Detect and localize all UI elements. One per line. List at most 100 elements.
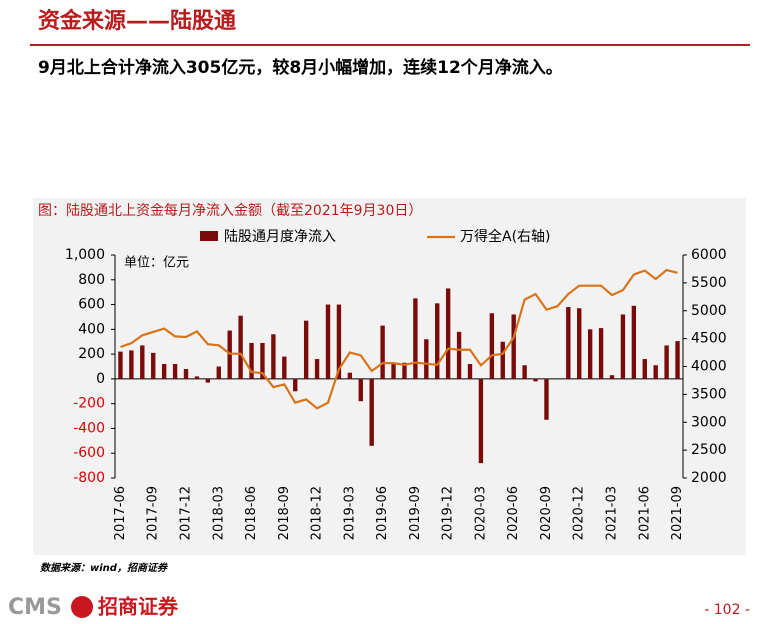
bar xyxy=(303,320,309,379)
y2-tick-label: 6000 xyxy=(691,247,727,263)
y2-tick-label: 3500 xyxy=(691,386,727,402)
y2-tick-label: 5500 xyxy=(691,275,727,291)
bar xyxy=(653,365,658,379)
y2-tick-label: 4500 xyxy=(691,331,727,347)
bar xyxy=(500,341,505,379)
x-tick-label: 2018-09 xyxy=(277,486,292,540)
y2-tick-label: 2000 xyxy=(691,470,727,486)
x-tick-label: 2018-12 xyxy=(310,486,325,540)
bar xyxy=(631,305,637,379)
bar xyxy=(216,366,221,379)
legend-label: 陆股通月度净流入 xyxy=(224,229,336,245)
bar xyxy=(435,303,440,379)
bar xyxy=(609,375,615,379)
bar xyxy=(566,307,571,379)
source: 数据来源：wind，招商证券 xyxy=(40,562,168,574)
x-tick-label: 2019-09 xyxy=(408,486,423,540)
x-tick-label: 2021-03 xyxy=(605,486,620,540)
bar xyxy=(151,352,156,379)
y2-tick-label: 4000 xyxy=(691,359,727,375)
line xyxy=(120,268,678,410)
y-tick-label: -400 xyxy=(73,420,105,436)
page-number: - 102 - xyxy=(704,602,750,618)
slide-title: 资金来源——陆股通 xyxy=(38,8,236,34)
bar xyxy=(325,304,331,379)
x-tick-label: 2019-03 xyxy=(342,486,357,540)
bar xyxy=(456,331,462,379)
bar xyxy=(620,314,626,379)
bar xyxy=(478,378,484,464)
bar xyxy=(260,342,265,379)
x-tick-label: 2017-09 xyxy=(146,486,161,540)
bar xyxy=(380,325,385,379)
bar xyxy=(587,329,593,379)
y-tick-label: 200 xyxy=(78,346,105,362)
bar xyxy=(522,365,527,379)
y-tick-label: 400 xyxy=(78,321,105,337)
y-tick-label: 0 xyxy=(96,371,105,387)
bar xyxy=(544,378,549,420)
bar xyxy=(118,351,123,379)
y-tick-label: -200 xyxy=(73,396,105,412)
bar xyxy=(140,345,145,379)
x-tick-label: 2019-12 xyxy=(441,486,456,540)
bar xyxy=(391,364,396,379)
bar xyxy=(205,378,211,383)
legend-swatch xyxy=(200,231,218,241)
x-tick-label: 2018-06 xyxy=(244,486,259,540)
bar xyxy=(369,378,374,446)
bar xyxy=(413,298,418,379)
bar xyxy=(511,314,516,379)
bar xyxy=(489,313,495,379)
bar xyxy=(249,342,254,379)
y-tick-label: 800 xyxy=(78,272,105,288)
x-tick-label: 2021-09 xyxy=(670,486,685,540)
x-tick-label: 2020-06 xyxy=(506,486,521,540)
bar xyxy=(314,359,320,379)
bar xyxy=(293,378,298,392)
y-tick-label: 600 xyxy=(78,297,105,313)
y-tick-label: -600 xyxy=(73,445,105,461)
x-tick-label: 2020-12 xyxy=(572,486,587,540)
bar xyxy=(533,378,538,382)
x-tick-label: 2017-12 xyxy=(179,486,194,540)
bar xyxy=(664,345,669,379)
unit-note: 单位：亿元 xyxy=(124,256,189,271)
bar xyxy=(194,376,200,379)
chart-title: 图：陆股通北上资金每月净流入金额（截至2021年9月30日） xyxy=(38,203,422,219)
legend-label: 万得全A(右轴) xyxy=(460,228,551,245)
subtitle: 9月北上合计净流入305亿元，较8月小幅增加，连续12个月净流入。 xyxy=(38,57,563,78)
bar xyxy=(445,288,451,379)
bar xyxy=(282,356,287,379)
bar xyxy=(598,328,604,379)
y2-tick-label: 3000 xyxy=(691,414,727,430)
x-tick-label: 2019-06 xyxy=(375,486,390,540)
bar xyxy=(336,304,342,379)
y-tick-label: -800 xyxy=(73,470,105,486)
bar xyxy=(358,378,363,402)
bar xyxy=(129,350,134,379)
x-tick-label: 2017-06 xyxy=(113,486,128,540)
x-tick-label: 2020-03 xyxy=(473,486,488,540)
company: 招商证券 xyxy=(98,595,179,619)
bar xyxy=(172,364,178,379)
bar xyxy=(424,339,429,379)
bar xyxy=(577,308,582,379)
bar xyxy=(467,364,473,379)
y2-tick-label: 5000 xyxy=(691,303,727,319)
bar xyxy=(161,364,167,379)
bar xyxy=(183,368,189,379)
bar xyxy=(271,334,276,379)
logo-icon xyxy=(71,596,93,618)
y-tick-label: 1,000 xyxy=(65,247,105,263)
bar xyxy=(675,341,680,379)
logo: CMS xyxy=(8,595,62,620)
bar xyxy=(642,359,647,379)
bar xyxy=(238,315,243,379)
x-tick-label: 2018-03 xyxy=(211,486,226,540)
y2-tick-label: 2500 xyxy=(691,442,727,458)
bar xyxy=(402,362,407,379)
x-tick-label: 2020-09 xyxy=(539,486,554,540)
